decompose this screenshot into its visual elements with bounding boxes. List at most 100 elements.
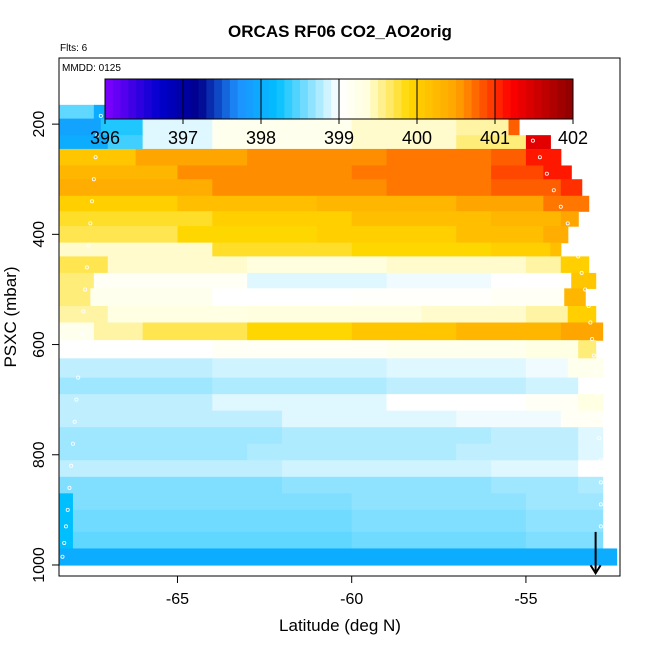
- track-point: [537, 155, 542, 160]
- heatmap-cell: [212, 288, 353, 307]
- heatmap-cell: [212, 179, 388, 197]
- colorbar-swatch: [526, 79, 535, 119]
- heatmap-cell: [560, 410, 604, 428]
- colorbar-swatch: [300, 79, 309, 119]
- track-point: [598, 480, 603, 485]
- colorbar-swatch: [276, 79, 285, 119]
- colorbar-swatch: [456, 79, 465, 119]
- y-tick-label: 400: [31, 221, 48, 248]
- heatmap-cell: [351, 242, 492, 257]
- colorbar-swatch: [190, 79, 200, 119]
- heatmap-cell: [100, 118, 144, 136]
- heatmap-cell: [525, 394, 579, 412]
- heatmap-cell: [543, 195, 590, 212]
- heatmap-cell: [491, 288, 565, 307]
- track-point: [98, 113, 103, 118]
- colorbar-swatch: [229, 79, 239, 119]
- heatmap-cell: [567, 305, 597, 324]
- heatmap-cell: [59, 377, 213, 395]
- heatmap-cell: [59, 410, 283, 428]
- colorbar-swatch: [315, 79, 324, 119]
- track-point: [597, 414, 602, 419]
- heatmap-cell: [525, 340, 579, 359]
- track-point: [65, 507, 70, 512]
- heatmap-cell: [578, 377, 604, 395]
- colorbar-swatch: [417, 79, 426, 119]
- heatmap-cell: [59, 179, 213, 197]
- heatmap-cell: [550, 242, 562, 257]
- heatmap-cell: [316, 195, 457, 212]
- heatmap-cell: [316, 226, 457, 244]
- heatmap-cell: [351, 493, 527, 511]
- heatmap-cell: [578, 427, 604, 445]
- track-point: [593, 370, 598, 375]
- heatmap-cell: [59, 476, 283, 494]
- colorbar-tick-label: 399: [324, 128, 354, 148]
- colorbar-swatch: [339, 79, 348, 119]
- heatmap-cell: [282, 460, 492, 478]
- colorbar-swatch: [362, 79, 371, 119]
- heatmap-cell: [59, 195, 179, 212]
- heatmap-cell: [59, 509, 74, 533]
- heatmap-cell: [543, 165, 572, 180]
- track-point: [588, 320, 593, 325]
- colorbar-swatch: [214, 79, 223, 119]
- heatmap-cell: [491, 476, 579, 494]
- track-point: [523, 124, 528, 129]
- colorbar-swatch: [261, 79, 270, 119]
- heatmap-cell: [59, 358, 213, 379]
- x-tick-label: -55: [514, 591, 537, 608]
- colorbar-tick-label: 397: [168, 128, 198, 148]
- heatmap-cell: [386, 377, 527, 395]
- colorbar-swatch: [432, 79, 441, 119]
- colorbar-swatch: [479, 79, 488, 119]
- colorbar-swatch: [284, 79, 293, 119]
- colorbar-tick-label: 402: [558, 128, 588, 148]
- heatmap-cell: [456, 118, 510, 136]
- heatmap-cell: [212, 340, 388, 359]
- track-point: [551, 188, 556, 193]
- colorbar-swatch: [167, 79, 176, 119]
- colorbar-swatch: [557, 79, 566, 119]
- track-point: [63, 524, 68, 529]
- heatmap-cell: [386, 179, 492, 197]
- heatmap-cell: [421, 305, 527, 324]
- colorbar-swatch: [401, 79, 410, 119]
- heatmap-cell: [59, 226, 179, 244]
- heatmap-cell: [456, 410, 562, 428]
- heatmap-cell: [212, 358, 388, 379]
- heatmap-cell: [351, 288, 492, 307]
- colorbar-swatch: [448, 79, 457, 119]
- heatmap-cell: [491, 427, 579, 445]
- heatmap-cell: [571, 272, 597, 289]
- colorbar-swatch: [565, 79, 574, 119]
- y-tick-label: 600: [31, 331, 48, 358]
- track-point: [91, 177, 96, 182]
- track-point: [572, 237, 577, 242]
- heatmap-cell: [72, 509, 353, 533]
- track-point: [95, 133, 100, 138]
- heatmap-cell: [142, 135, 213, 150]
- colorbar-swatch: [144, 79, 153, 119]
- heatmap-cell: [525, 305, 569, 324]
- track-point: [598, 502, 603, 507]
- heatmap-cell: [59, 104, 95, 120]
- track-point: [74, 397, 79, 402]
- track-point: [84, 265, 89, 270]
- colorbar-swatch: [245, 79, 254, 119]
- heatmap-cell: [212, 242, 353, 257]
- heatmap-cell: [525, 377, 579, 395]
- track-point: [72, 419, 77, 424]
- colorbar-swatch: [409, 79, 418, 119]
- heatmap-cell: [560, 322, 604, 341]
- heatmap-cell: [525, 135, 551, 150]
- colorbar-tick-label: 400: [402, 128, 432, 148]
- track-point: [86, 243, 91, 248]
- colorbar: 396 397 398 399 400 401 402: [90, 78, 588, 148]
- colorbar-swatch: [354, 79, 363, 119]
- track-point: [598, 458, 603, 463]
- heatmap-cell: [456, 135, 527, 150]
- track-point: [576, 254, 581, 259]
- heatmap-cell: [59, 135, 109, 150]
- colorbar-swatch: [487, 79, 496, 119]
